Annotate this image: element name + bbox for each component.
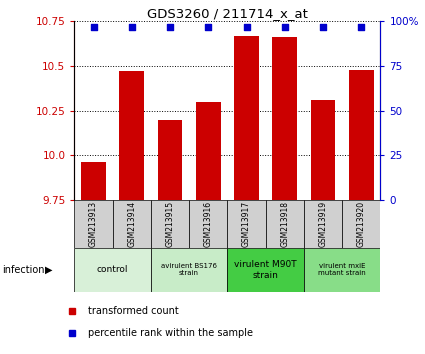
Bar	[349, 69, 374, 200]
Bar	[196, 102, 221, 200]
Bar	[266, 200, 304, 248]
Text: GSM213916: GSM213916	[204, 201, 213, 247]
Text: virulent mxiE
mutant strain: virulent mxiE mutant strain	[318, 263, 366, 276]
Title: GDS3260 / 211714_x_at: GDS3260 / 211714_x_at	[147, 7, 308, 20]
Bar	[311, 100, 335, 200]
Bar	[189, 200, 227, 248]
Text: GSM213919: GSM213919	[318, 201, 328, 247]
Bar	[227, 200, 266, 248]
Bar	[342, 200, 380, 248]
Text: GSM213913: GSM213913	[89, 201, 98, 247]
Text: transformed count: transformed count	[88, 306, 178, 316]
Point	[281, 24, 288, 29]
Bar	[74, 248, 151, 292]
Text: control: control	[97, 266, 128, 274]
Text: avirulent BS176
strain: avirulent BS176 strain	[161, 263, 217, 276]
Point	[358, 24, 365, 29]
Bar	[304, 248, 380, 292]
Point	[320, 24, 326, 29]
Point	[128, 24, 135, 29]
Point	[205, 24, 212, 29]
Bar	[272, 37, 297, 200]
Bar	[234, 35, 259, 200]
Text: virulent M90T
strain: virulent M90T strain	[234, 260, 297, 280]
Bar	[227, 248, 304, 292]
Text: ▶: ▶	[45, 265, 52, 275]
Bar	[119, 71, 144, 200]
Text: GSM213918: GSM213918	[280, 201, 289, 247]
Text: infection: infection	[2, 265, 45, 275]
Point	[243, 24, 250, 29]
Text: GSM213915: GSM213915	[165, 201, 175, 247]
Bar	[151, 200, 189, 248]
Bar	[74, 200, 113, 248]
Text: GSM213917: GSM213917	[242, 201, 251, 247]
Bar	[81, 162, 106, 200]
Text: GSM213914: GSM213914	[127, 201, 136, 247]
Point	[167, 24, 173, 29]
Text: percentile rank within the sample: percentile rank within the sample	[88, 328, 253, 338]
Bar	[158, 120, 182, 200]
Text: GSM213920: GSM213920	[357, 201, 366, 247]
Point	[90, 24, 97, 29]
Bar	[113, 200, 151, 248]
Bar	[304, 200, 342, 248]
Bar	[151, 248, 227, 292]
